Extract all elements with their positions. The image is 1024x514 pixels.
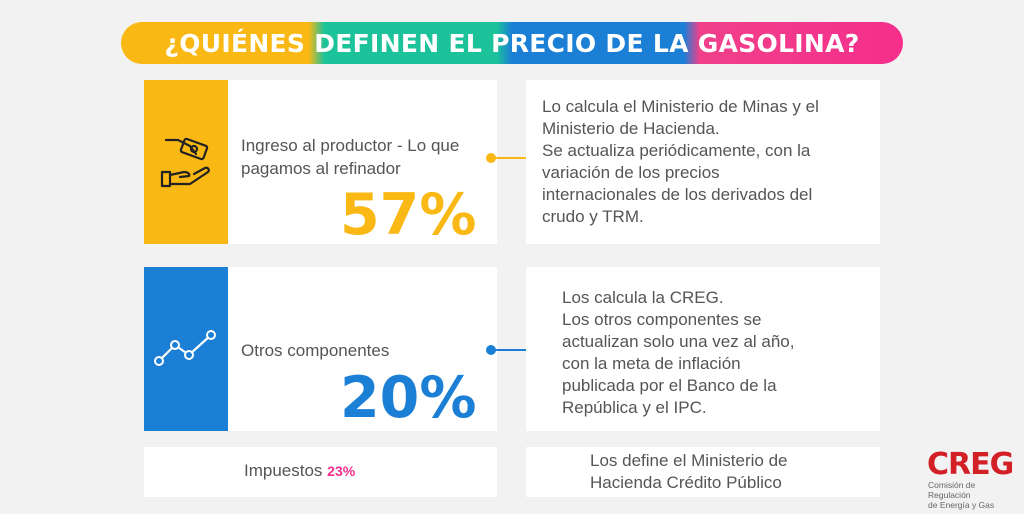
component-label: Ingreso al productor - Lo que pagamos al…	[241, 136, 460, 178]
description-text: Los define el Ministerio de Hacienda Cré…	[590, 451, 788, 492]
taxes-description-card: Los define el Ministerio de Hacienda Cré…	[526, 447, 880, 497]
component-card-others: Otros componentes 20%	[144, 267, 497, 431]
taxes-card: Impuestos 23%	[144, 447, 497, 497]
description-card-others: Los calcula la CREG. Los otros component…	[526, 267, 880, 431]
component-card-producer: Ingreso al productor - Lo que pagamos al…	[144, 80, 497, 248]
connector-line	[492, 157, 538, 159]
creg-logo: CREG Comisión de Regulación de Energía y…	[925, 447, 1020, 510]
description-text: Los calcula la CREG. Los otros component…	[562, 288, 795, 417]
connector-dot	[486, 345, 496, 355]
taxes-label-group: Impuestos 23%	[244, 461, 355, 481]
description-text: Lo calcula el Ministerio de Minas y el M…	[542, 97, 819, 226]
component-percent: 20%	[340, 365, 477, 431]
description-card-producer: Lo calcula el Ministerio de Minas y el M…	[526, 80, 880, 244]
title-banner: ¿QUIÉNES DEFINEN EL PRECIO DE LA GASOLIN…	[121, 22, 903, 64]
accent-bar-blue	[144, 267, 228, 431]
accent-bar-yellow	[144, 80, 228, 244]
logo-subtitle: Comisión de Regulación de Energía y Gas	[928, 480, 995, 510]
line-chart-icon	[154, 330, 216, 366]
hand-money-icon	[160, 137, 210, 188]
taxes-percent: 23%	[327, 463, 356, 479]
component-percent: 57%	[340, 182, 477, 248]
component-label: Otros componentes	[241, 341, 390, 360]
page-title: ¿QUIÉNES DEFINEN EL PRECIO DE LA GASOLIN…	[164, 28, 860, 58]
taxes-label: Impuestos	[244, 461, 323, 480]
connector-line	[492, 349, 538, 351]
logo-name: CREG	[927, 447, 1014, 482]
connector-dot	[486, 153, 496, 163]
